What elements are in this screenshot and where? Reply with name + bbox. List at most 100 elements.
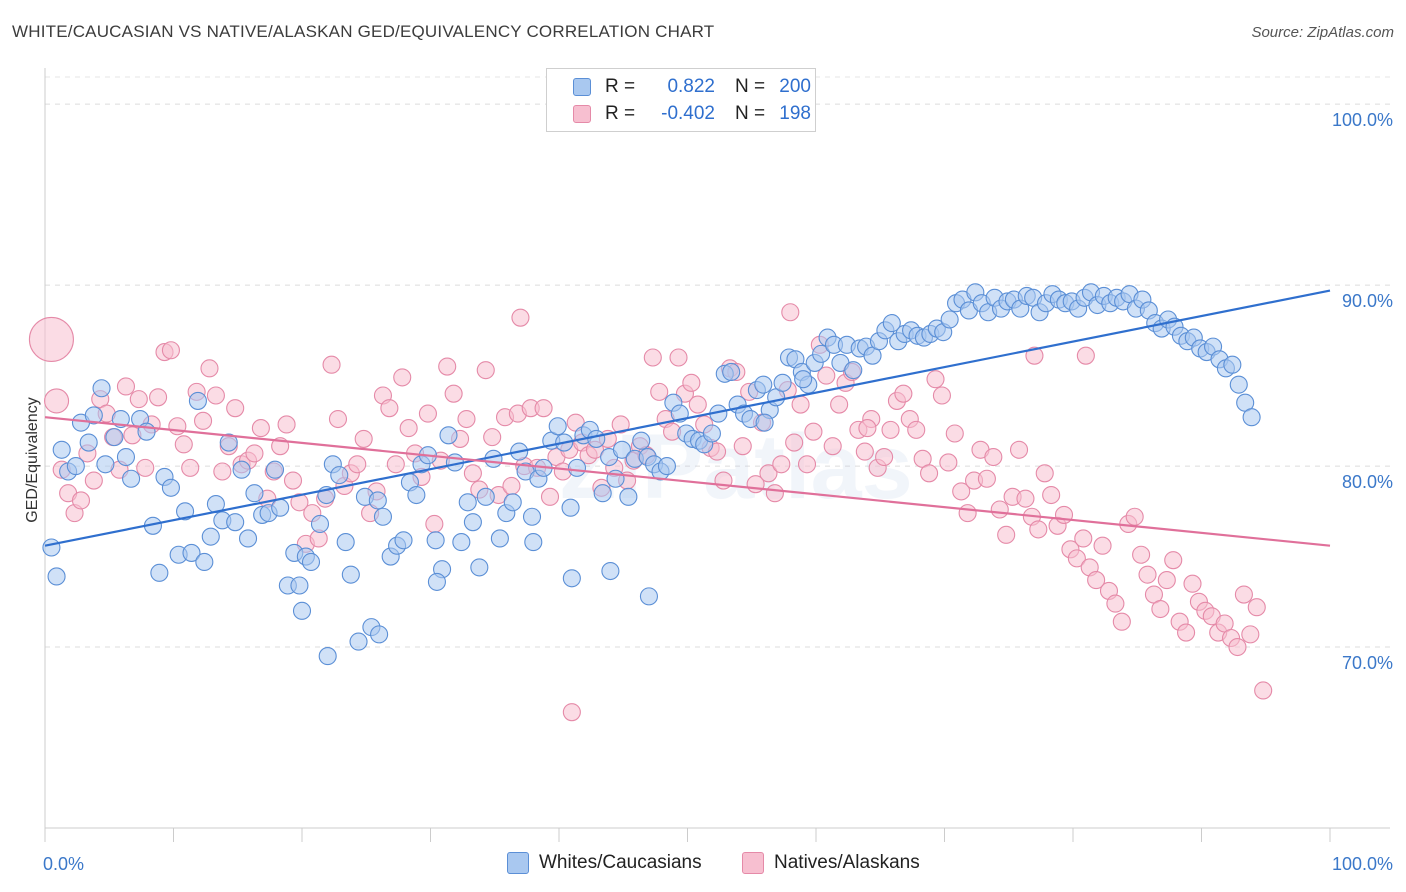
natives-trend-line	[44, 416, 1331, 547]
whites-point	[1229, 375, 1248, 394]
natives-point	[1254, 681, 1273, 700]
natives-point	[213, 462, 232, 481]
natives-point	[1183, 574, 1202, 593]
whites-points	[42, 283, 1261, 666]
whites-point	[561, 498, 580, 517]
whites-point	[426, 531, 445, 550]
natives-point	[1042, 485, 1061, 505]
natives-point	[1067, 549, 1086, 568]
natives-point	[785, 433, 804, 452]
natives-point	[823, 437, 842, 456]
chart-title: WHITE/CAUCASIAN VS NATIVE/ALASKAN GED/EQ…	[12, 22, 715, 41]
natives-point	[136, 458, 155, 477]
legend-row-natives: R = -0.402 N = 198	[573, 102, 811, 126]
whites-point	[290, 576, 309, 595]
whites-point	[310, 514, 330, 534]
natives-point	[1138, 565, 1157, 584]
natives-point	[817, 366, 836, 385]
whites-point	[612, 440, 632, 459]
whites-point	[341, 565, 360, 584]
y-tick-label: 100.0%	[1332, 110, 1393, 130]
natives-point	[483, 428, 502, 447]
bottom-legend-whites[interactable]: Whites/Caucasians	[507, 852, 702, 874]
natives-point	[855, 442, 874, 461]
natives-point	[28, 316, 74, 362]
natives-point	[226, 399, 245, 418]
natives-point	[772, 455, 791, 474]
natives-point	[1035, 464, 1054, 483]
whites-point	[238, 529, 258, 548]
whites-point	[882, 314, 901, 333]
natives-point	[920, 464, 939, 483]
whites-point	[844, 361, 863, 380]
whites-point	[619, 487, 638, 506]
natives-point	[348, 455, 367, 474]
natives-point	[858, 419, 877, 438]
natives-point	[149, 388, 168, 407]
natives-point	[457, 409, 476, 429]
whites-point	[632, 431, 651, 450]
natives-point	[181, 458, 200, 477]
natives-point	[682, 373, 701, 392]
natives-point	[1132, 545, 1151, 564]
whites-point	[490, 529, 509, 548]
bottom-legend-label: Natives/Alaskans	[774, 852, 920, 873]
natives-point	[1164, 551, 1183, 570]
x-tick-label: 100.0%	[1332, 854, 1393, 874]
natives-point	[418, 404, 437, 423]
whites-point	[812, 344, 831, 363]
natives-point	[534, 399, 553, 418]
natives-point	[425, 514, 444, 534]
natives-point	[977, 469, 996, 488]
bottom-legend-label: Whites/Caucasians	[539, 852, 702, 873]
legend-n-label: N =	[735, 103, 766, 124]
bottom-legend-natives[interactable]: Natives/Alaskans	[742, 852, 920, 874]
whites-point	[567, 458, 587, 477]
y-tick-label: 70.0%	[1342, 653, 1393, 673]
whites-point	[394, 531, 413, 550]
whites-point	[562, 569, 581, 588]
whites-point	[176, 502, 195, 521]
whites-point	[1242, 408, 1261, 427]
natives-point	[386, 455, 405, 474]
whites-point	[439, 426, 458, 445]
natives-point	[1247, 598, 1266, 617]
natives-point	[733, 437, 752, 456]
natives-point	[562, 703, 581, 722]
whites-point	[195, 552, 214, 572]
natives-point	[1241, 625, 1260, 644]
whites-point	[330, 466, 349, 485]
natives-point	[1054, 505, 1074, 524]
whites-point	[601, 561, 620, 581]
natives-point	[669, 348, 688, 367]
natives-point	[44, 388, 70, 414]
natives-point	[168, 417, 187, 436]
natives-point	[875, 447, 894, 467]
whites-point	[150, 563, 169, 582]
whites-point	[201, 527, 220, 546]
natives-point	[502, 476, 521, 496]
natives-point	[129, 390, 148, 409]
natives-point	[907, 420, 926, 439]
natives-point	[194, 411, 213, 430]
whites-point	[794, 370, 813, 389]
whites-point	[522, 507, 542, 526]
natives-point	[952, 482, 971, 501]
natives-point	[116, 377, 136, 396]
whites-point	[47, 567, 66, 586]
natives-point	[1009, 440, 1029, 459]
natives-point	[511, 308, 530, 327]
natives-point	[926, 370, 945, 389]
whites-point	[96, 455, 115, 474]
natives-point	[984, 447, 1003, 467]
natives-point	[894, 384, 913, 403]
natives-point	[797, 455, 817, 474]
whites-point	[1223, 355, 1242, 374]
whites-point	[427, 572, 446, 591]
natives-point	[380, 399, 399, 418]
legend-r-label: R =	[605, 76, 636, 97]
whites-point	[476, 487, 495, 506]
whites-point	[122, 469, 141, 488]
whites-point	[42, 538, 61, 557]
legend-swatch-natives	[573, 105, 591, 123]
